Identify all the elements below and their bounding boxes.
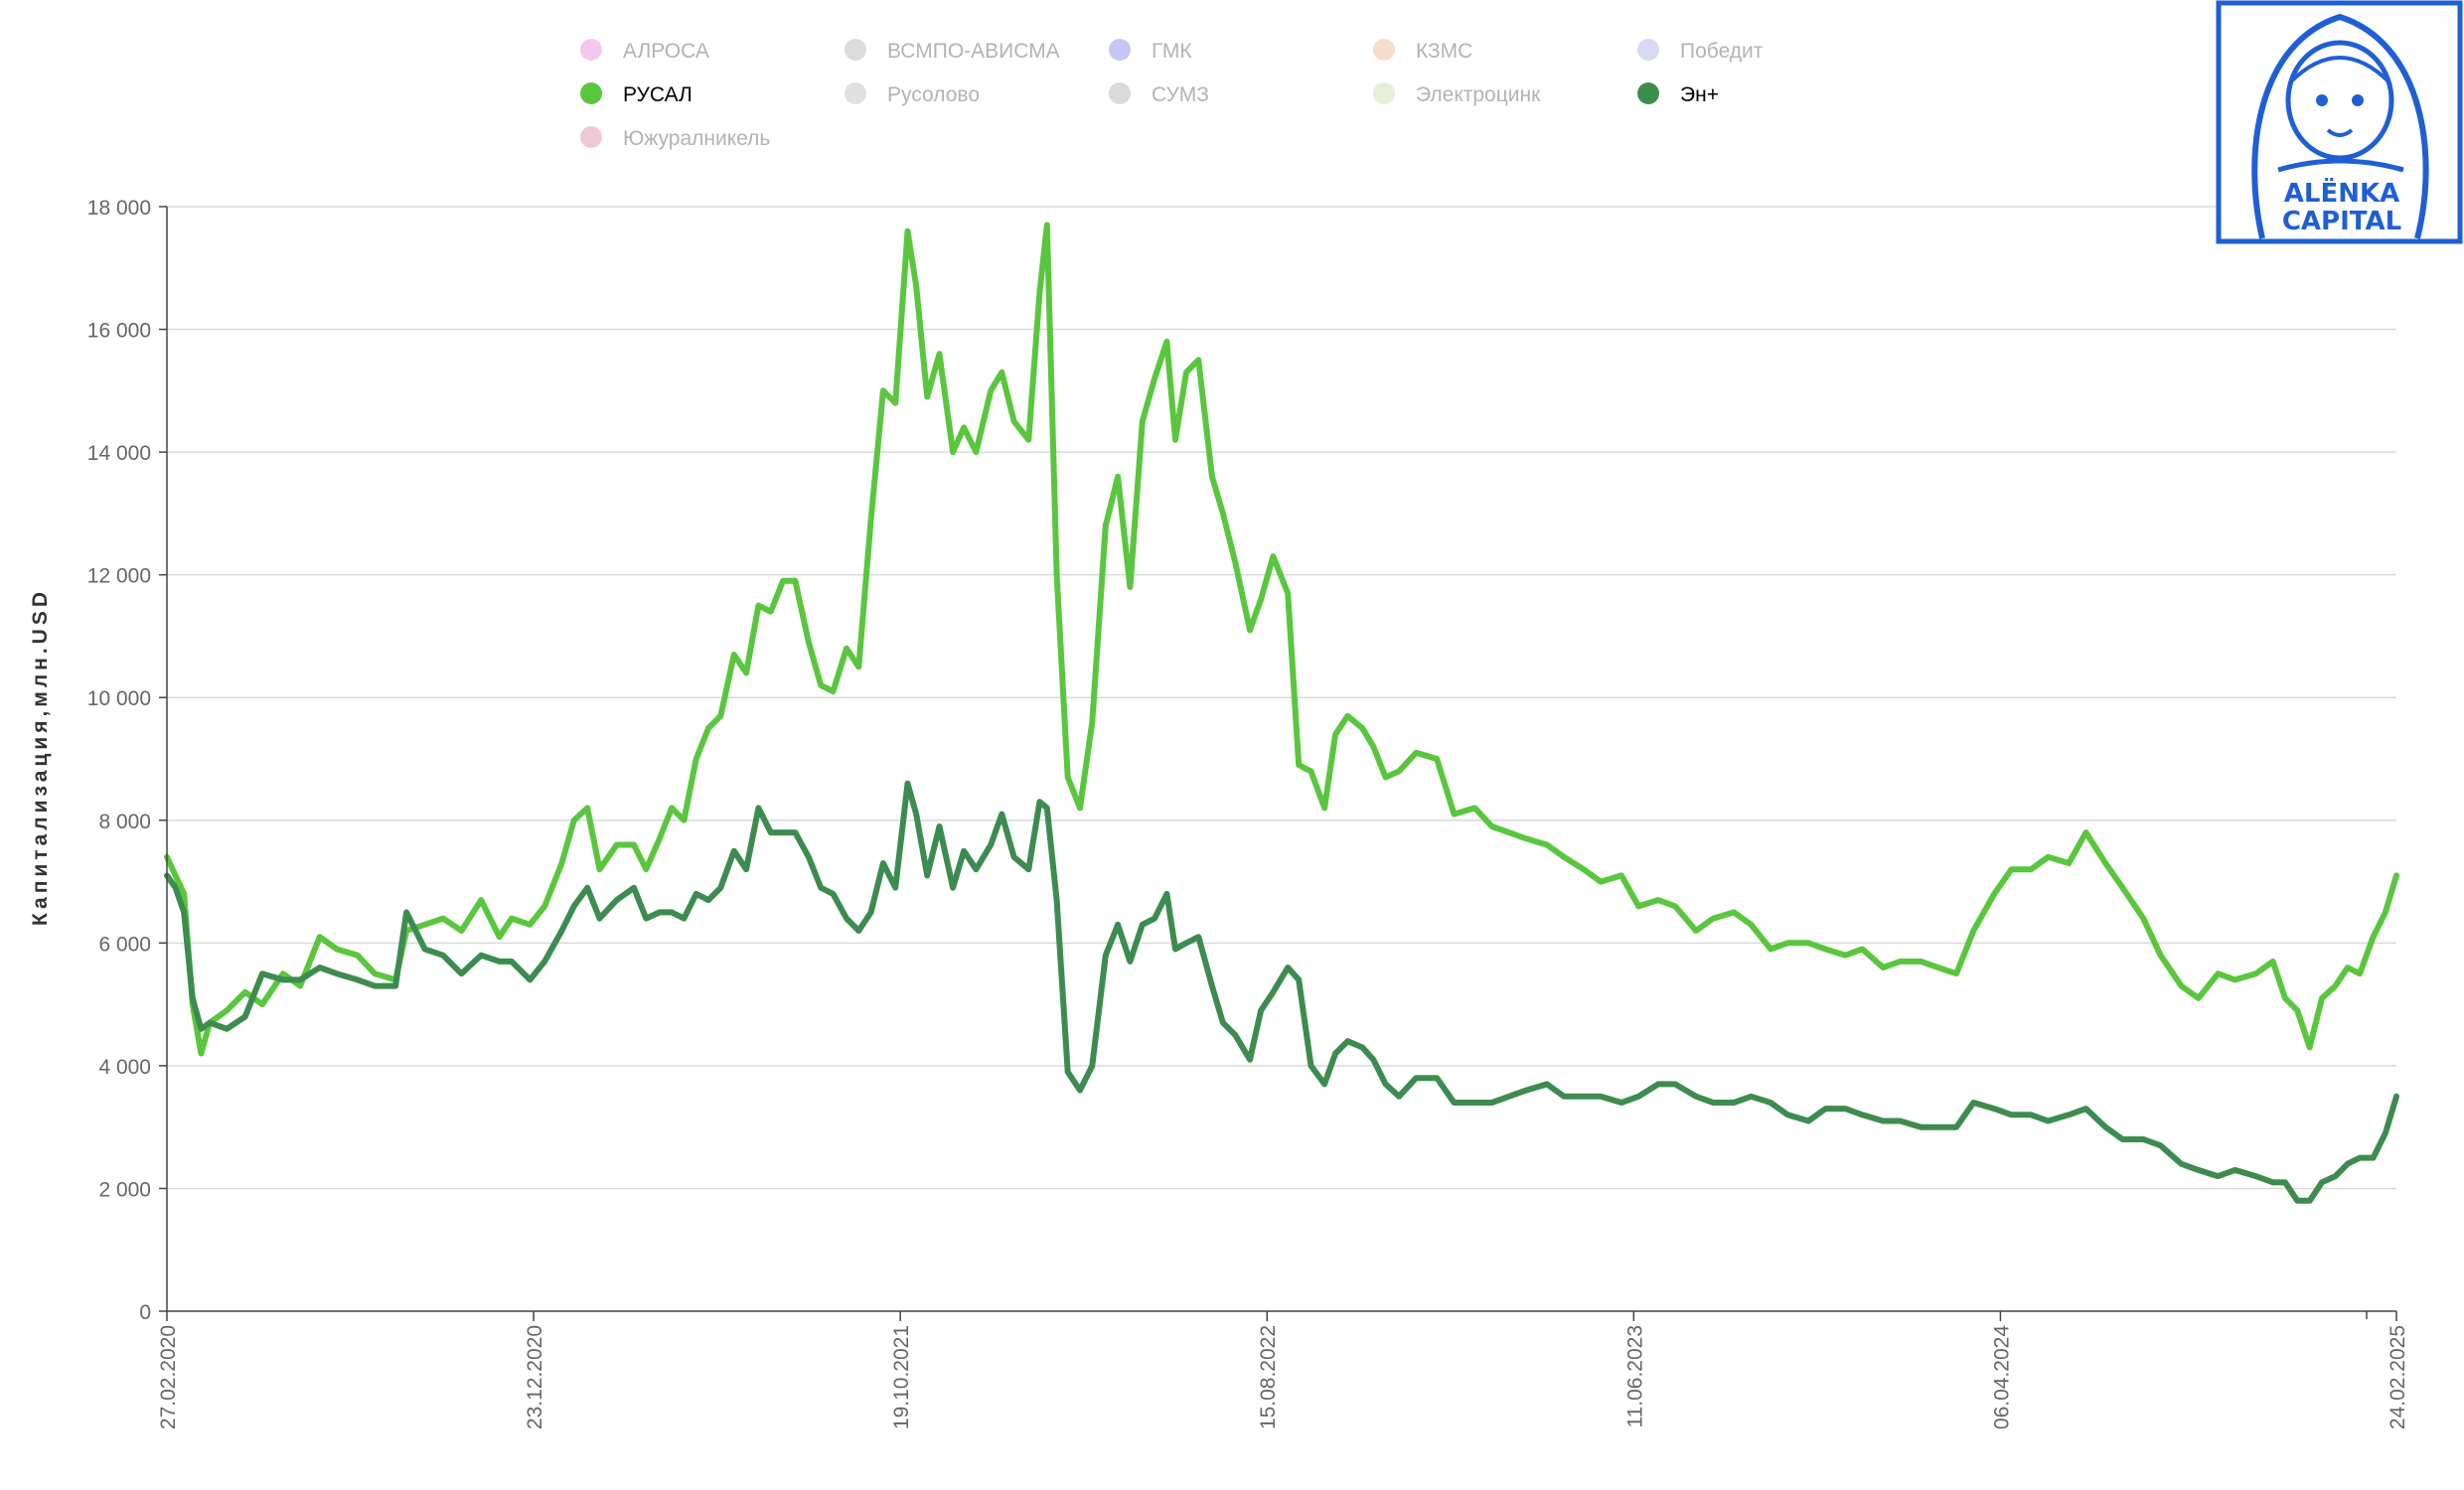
legend-marker xyxy=(1637,82,1659,104)
y-tick-label: 8 000 xyxy=(98,811,151,833)
legend-item[interactable]: Русолово xyxy=(845,82,980,106)
legend-item[interactable]: Эн+ xyxy=(1637,82,1719,106)
legend-label: Русолово xyxy=(887,83,980,106)
legend-item[interactable]: ГМК xyxy=(1109,39,1192,63)
legend-label: ГМК xyxy=(1152,40,1192,63)
y-tick-label: 10 000 xyxy=(87,687,151,710)
legend-label: АЛРОСА xyxy=(623,40,709,63)
legend-label: Эн+ xyxy=(1680,83,1719,106)
legend-marker xyxy=(580,82,602,104)
y-tick-label: 4 000 xyxy=(98,1056,151,1079)
legend-label: Победит xyxy=(1680,40,1764,63)
matryoshka-body-icon xyxy=(2251,13,2429,239)
legend-item[interactable]: СУМЗ xyxy=(1109,82,1209,106)
axes: 27.02.2020 23.12.2020 19.10.2021 15.08.2022… xyxy=(157,206,2409,1429)
series-line[interactable] xyxy=(164,222,2399,1057)
legend-item[interactable]: ВСМПО-АВИСМА xyxy=(845,39,1060,63)
logo-text-line2: CAPITAL xyxy=(2282,207,2401,236)
legend-label: Электроцинк xyxy=(1416,83,1541,106)
x-tick-label: 24.02.2025 xyxy=(2387,1325,2409,1429)
legend-item[interactable]: КЗМС xyxy=(1373,39,1472,63)
y-tick-label: 12 000 xyxy=(87,565,151,588)
y-tick-label: 2 000 xyxy=(98,1178,151,1201)
x-tick-label: 27.02.2020 xyxy=(157,1325,180,1429)
x-tick-label: 11.06.2023 xyxy=(1623,1325,1646,1428)
legend-label: Южуралникель xyxy=(623,127,770,150)
series-line[interactable] xyxy=(164,780,2399,1204)
y-tick-label: 18 000 xyxy=(87,197,151,220)
matryoshka-hair-icon xyxy=(2288,56,2391,84)
x-tick-label: 19.10.2021 xyxy=(890,1325,913,1429)
legend-item[interactable]: АЛРОСА xyxy=(580,39,709,63)
legend: АЛРОСА ВСМПО-АВИСМА ГМК КЗМС Победит РУСАЛ Рус… xyxy=(580,39,1764,150)
legend-label: ВСМПО-АВИСМА xyxy=(887,40,1060,63)
matryoshka-scarf-icon xyxy=(2277,158,2404,173)
gridlines: 0 2 000 4 000 6 000 8 000 10 000 12 000 14 000 1… xyxy=(87,197,2396,1324)
legend-marker xyxy=(1637,39,1659,61)
legend-label: СУМЗ xyxy=(1152,83,1209,106)
legend-marker xyxy=(580,126,602,148)
matryoshka-eye-icon xyxy=(2316,94,2328,106)
legend-marker xyxy=(580,39,602,61)
matryoshka-smile-icon xyxy=(2326,128,2354,137)
x-tick-label: 15.08.2022 xyxy=(1257,1325,1280,1429)
y-tick-label: 6 000 xyxy=(98,933,151,956)
legend-marker xyxy=(1373,39,1395,61)
legend-label: КЗМС xyxy=(1416,40,1472,63)
y-axis-title: Капитализация,млн.USD xyxy=(29,588,52,926)
matryoshka-eye-icon xyxy=(2352,94,2364,106)
legend-item[interactable]: Победит xyxy=(1637,39,1764,63)
legend-marker xyxy=(1109,39,1131,61)
legend-marker xyxy=(1109,82,1131,104)
legend-marker xyxy=(845,39,866,61)
x-tick-label: 06.04.2024 xyxy=(1990,1325,2013,1429)
legend-marker xyxy=(845,82,866,104)
legend-item[interactable]: РУСАЛ xyxy=(580,82,693,106)
matryoshka-face-icon xyxy=(2285,40,2394,161)
series-layer xyxy=(164,222,2399,1204)
logo-text-line1: ALЁNKA xyxy=(2284,177,2399,209)
y-tick-label: 14 000 xyxy=(87,442,151,465)
legend-item[interactable]: Южуралникель xyxy=(580,126,770,150)
x-tick-label: 23.12.2020 xyxy=(524,1325,546,1429)
legend-marker xyxy=(1373,82,1395,104)
legend-label: РУСАЛ xyxy=(623,83,693,106)
y-tick-label: 0 xyxy=(139,1301,151,1324)
legend-item[interactable]: Электроцинк xyxy=(1373,82,1541,106)
y-tick-label: 16 000 xyxy=(87,320,151,343)
